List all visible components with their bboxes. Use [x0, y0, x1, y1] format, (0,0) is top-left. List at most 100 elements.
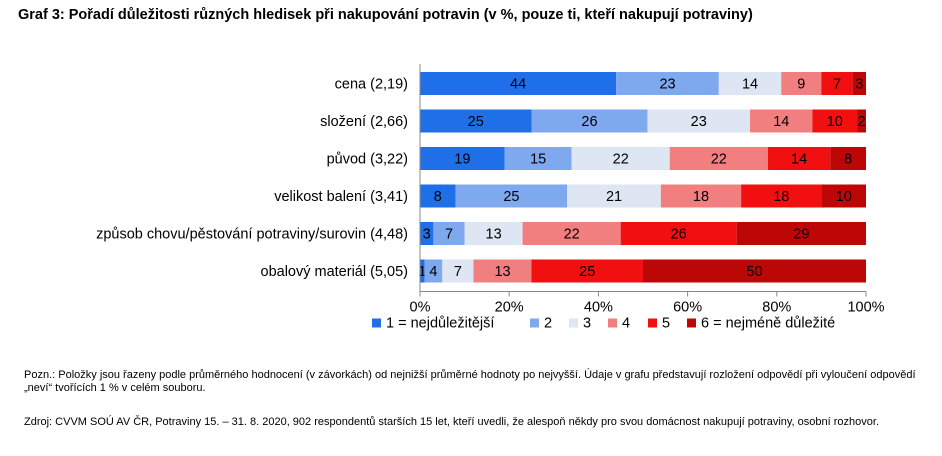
- bar-segment: [821, 72, 853, 95]
- legend-swatch: [569, 318, 578, 328]
- x-axis: 0% 20% 40% 60% 80% 100%: [410, 64, 885, 316]
- category-label: původ (3,22): [327, 152, 408, 168]
- category-label: cena (2,19): [335, 77, 408, 93]
- footnote: Pozn.: Položky jsou řazeny podle průměrn…: [24, 369, 916, 394]
- legend-label: 4: [622, 316, 630, 332]
- bar-segment: [433, 222, 465, 245]
- x-tick-label: 80%: [762, 300, 791, 316]
- bar-segment: [852, 72, 866, 95]
- bar-segment: [767, 147, 831, 170]
- bar-segment: [736, 222, 866, 245]
- data-label: 9: [797, 77, 805, 93]
- data-label: 18: [693, 189, 709, 205]
- x-tick-label: 40%: [584, 300, 613, 316]
- bar-segment: [647, 109, 751, 133]
- x-tick-label: 0%: [410, 300, 431, 316]
- data-label: 22: [564, 227, 580, 243]
- bar-segment: [616, 72, 719, 95]
- bar-segment: [464, 222, 523, 245]
- bar-segment: [473, 259, 532, 283]
- bar-segment: [620, 222, 737, 245]
- legend-swatch: [648, 318, 657, 328]
- data-label: 18: [773, 189, 789, 205]
- data-label: 7: [445, 227, 453, 243]
- legend-swatch: [687, 318, 696, 328]
- bar-segment: [750, 109, 813, 133]
- data-label: 14: [773, 114, 789, 130]
- bar-segment: [718, 72, 782, 95]
- data-label: 10: [836, 189, 852, 205]
- bar-segment: [821, 184, 866, 208]
- data-label: 13: [494, 264, 510, 280]
- bar-segment: [741, 184, 822, 208]
- bar-segment: [830, 147, 866, 170]
- category-label: složení (2,66): [320, 114, 408, 130]
- data-label: 15: [530, 152, 546, 168]
- data-label: 44: [510, 77, 526, 93]
- legend-swatch: [608, 318, 617, 328]
- bar-segment: [420, 72, 617, 95]
- data-label: 14: [742, 77, 758, 93]
- bar-segment: [420, 147, 505, 170]
- bar-segment: [455, 184, 568, 208]
- legend-label: 1 = nejdůležitější: [386, 316, 494, 332]
- legend-swatch: [372, 318, 381, 328]
- bar-segment: [424, 259, 443, 283]
- category-label: velikost balení (3,41): [274, 189, 408, 205]
- bar-segment: [571, 147, 670, 170]
- data-label: 2: [858, 114, 866, 130]
- legend-label: 3: [583, 316, 591, 332]
- data-label: 21: [606, 189, 622, 205]
- data-label: 7: [454, 264, 462, 280]
- data-label: 26: [671, 227, 687, 243]
- data-label: 22: [613, 152, 629, 168]
- bar-segment: [420, 109, 532, 133]
- data-label: 8: [434, 189, 442, 205]
- bar-segment: [420, 259, 425, 283]
- data-label: 29: [793, 227, 809, 243]
- bar-segment: [660, 184, 742, 208]
- legend: 1 = nejdůležitější 2 3 4 5 6 = nejméně důleži…: [372, 316, 835, 332]
- legend-label: 2: [544, 316, 552, 332]
- category-labels: cena (2,19) složení (2,66) původ (3,22) vel…: [96, 77, 408, 281]
- bar-segment: [812, 109, 858, 133]
- legend-swatch: [530, 318, 539, 328]
- data-label: 13: [486, 227, 502, 243]
- category-label: způsob chovu/pěstování potraviny/surovin…: [96, 227, 408, 243]
- bar-segment: [669, 147, 768, 170]
- bars-group: 44 23 14 9 7 325 26 23 14 10 219 15 22 22 14 88 25 21 18 18…: [418, 72, 866, 283]
- legend-label: 6 = nejméně důležité: [701, 316, 835, 332]
- data-label: 3: [855, 77, 863, 93]
- bar-segment: [857, 109, 866, 133]
- data-label: 25: [503, 189, 519, 205]
- bar-segment: [442, 259, 474, 283]
- data-label: 7: [833, 77, 841, 93]
- data-label: 22: [711, 152, 727, 168]
- bar-segment: [531, 259, 643, 283]
- data-label: 19: [454, 152, 470, 168]
- data-label: 50: [746, 264, 762, 280]
- data-label: 23: [691, 114, 707, 130]
- x-tick-label: 20%: [495, 300, 524, 316]
- x-tick-label: 100%: [847, 300, 884, 316]
- bar-segment: [504, 147, 572, 170]
- legend-label: 5: [662, 316, 670, 332]
- data-label: 26: [581, 114, 597, 130]
- data-label: 8: [844, 152, 852, 168]
- data-label: 10: [827, 114, 843, 130]
- data-label: 23: [659, 77, 675, 93]
- data-label: 25: [579, 264, 595, 280]
- category-label: obalový materiál (5,05): [261, 264, 409, 280]
- bar-segment: [531, 109, 648, 133]
- bar-segment: [420, 222, 434, 245]
- bar-segment: [567, 184, 661, 208]
- bar-segment: [522, 222, 621, 245]
- bar-segment: [420, 184, 456, 208]
- data-label: 1: [418, 264, 426, 280]
- source-note: Zdroj: CVVM SOÚ AV ČR, Potraviny 15. – 3…: [24, 416, 880, 428]
- data-label: 25: [468, 114, 484, 130]
- data-label: 4: [429, 264, 437, 280]
- data-label: 3: [423, 227, 431, 243]
- data-label: 14: [791, 152, 807, 168]
